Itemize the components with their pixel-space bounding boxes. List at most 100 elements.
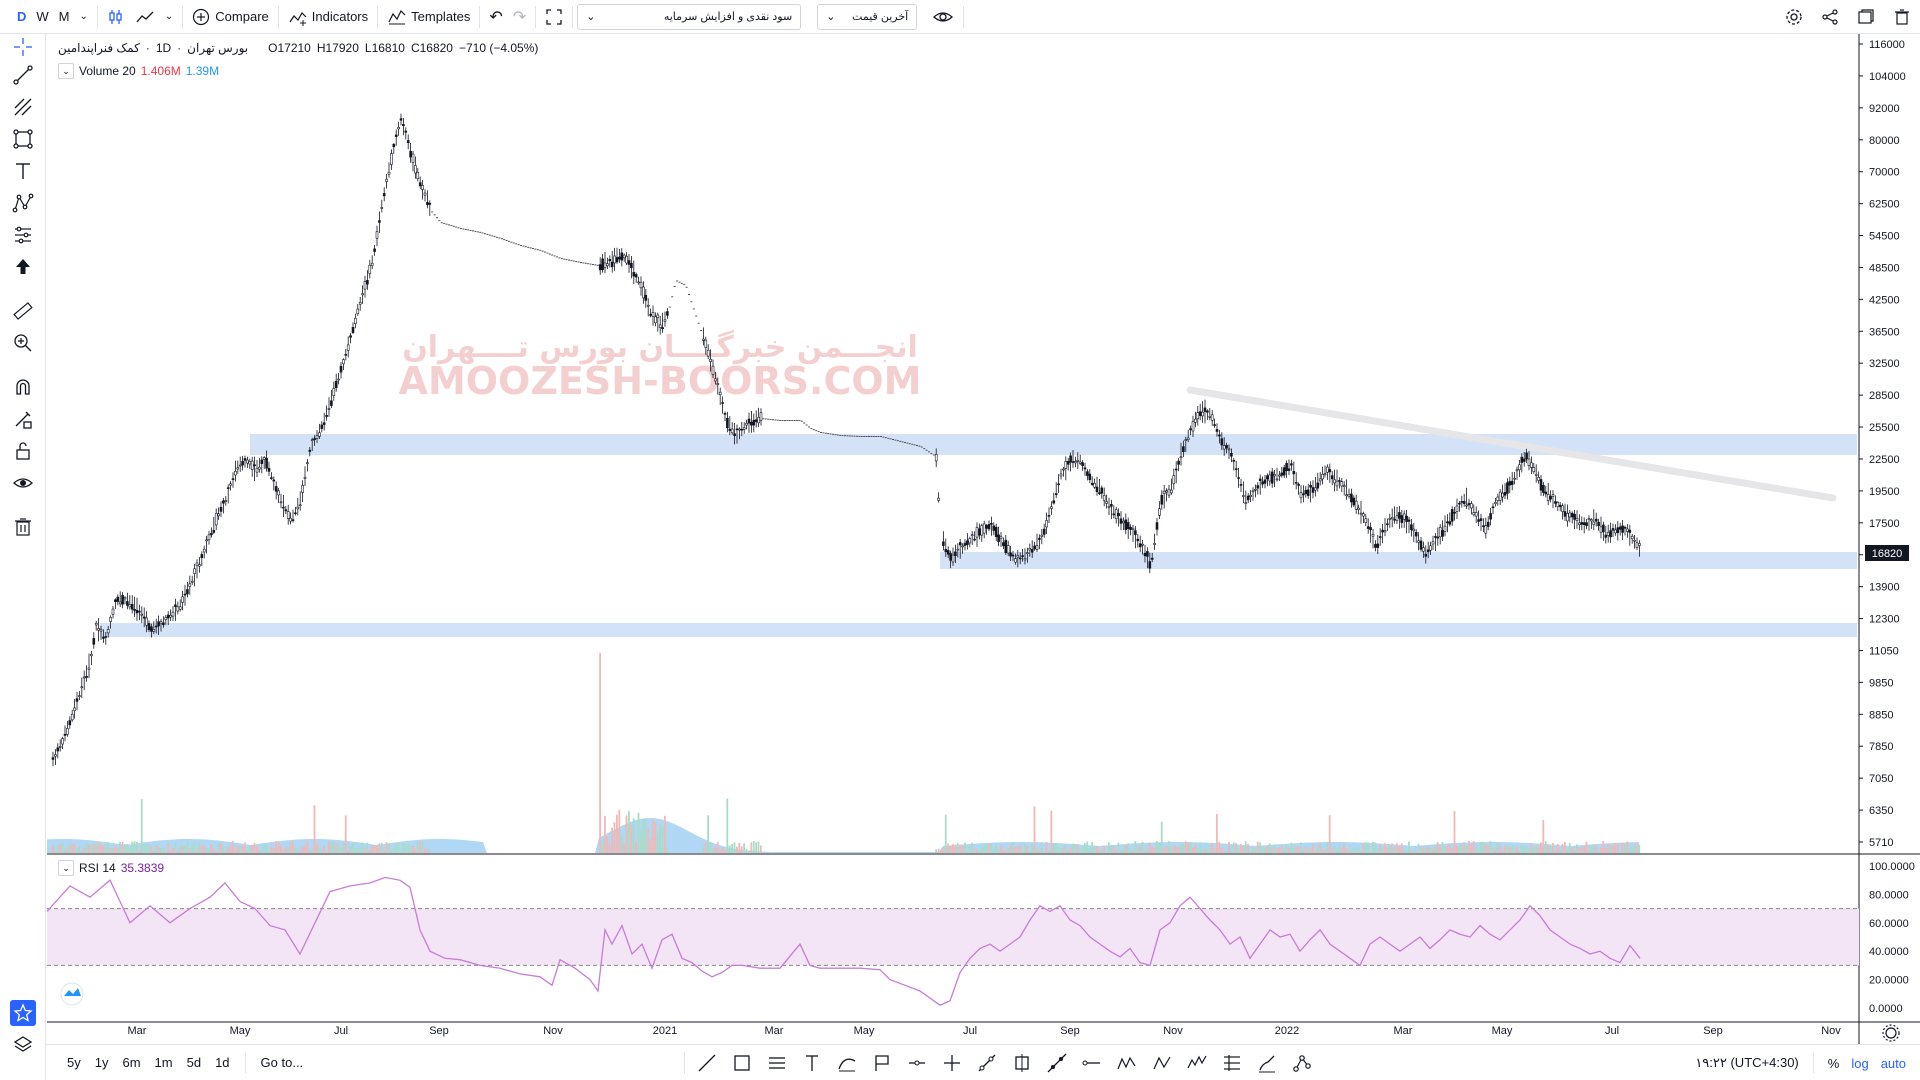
candles-style-icon[interactable] bbox=[102, 3, 130, 31]
redo-icon[interactable]: ↷ bbox=[512, 8, 527, 26]
compare-button[interactable]: Compare bbox=[187, 3, 273, 31]
interval-dropdown-chevron-icon[interactable]: ⌄ bbox=[79, 11, 88, 22]
change-value: −710 (−4.05%) bbox=[458, 41, 539, 55]
drawbar-separator bbox=[684, 1052, 685, 1074]
indicators-button[interactable]: Indicators bbox=[283, 3, 373, 31]
volume-value: 1.406M bbox=[140, 64, 181, 78]
range-1d-button[interactable]: 1d bbox=[215, 1055, 230, 1070]
timezone-label[interactable]: ۱۹:۲۲ (UTC+4:30) bbox=[1695, 1055, 1799, 1070]
settings-gear-icon[interactable] bbox=[1776, 3, 1812, 31]
xabcd-pattern-icon[interactable] bbox=[1109, 1048, 1144, 1078]
dividends-select[interactable]: ⌄ سود نقدی و افزایش سرمایه bbox=[577, 3, 802, 30]
descending-trendline[interactable] bbox=[1186, 386, 1837, 502]
horizontal-segment-icon[interactable] bbox=[1074, 1048, 1109, 1078]
box-tool-icon[interactable] bbox=[1004, 1048, 1039, 1078]
rectangle-icon[interactable] bbox=[10, 126, 36, 152]
goto-button[interactable]: Go to... bbox=[260, 1055, 304, 1070]
symbol-name[interactable]: کمک فنراپندامین bbox=[58, 41, 140, 55]
percent-toggle[interactable]: % bbox=[1827, 1055, 1840, 1071]
volume-ma-value: 1.39M bbox=[185, 64, 220, 78]
object-tree-layers-icon[interactable] bbox=[10, 1032, 36, 1058]
price-axis-label: 19500 bbox=[1869, 486, 1900, 498]
templates-button[interactable]: Templates bbox=[382, 3, 475, 31]
horizontal-ray-icon[interactable] bbox=[899, 1048, 934, 1078]
open-value: O17210 bbox=[268, 41, 311, 55]
hide-drawings-eye-icon[interactable] bbox=[10, 470, 36, 496]
last-price-label: 16820 bbox=[1872, 548, 1903, 560]
trend-line-icon[interactable] bbox=[10, 62, 36, 88]
low-value: L16810 bbox=[364, 41, 405, 55]
rsi-axis-label: 40.0000 bbox=[1869, 946, 1909, 958]
brush-tool-icon[interactable] bbox=[1249, 1048, 1284, 1078]
pattern-icon[interactable] bbox=[10, 190, 36, 216]
time-axis-label: Mar bbox=[765, 1025, 784, 1037]
text-icon[interactable] bbox=[10, 158, 36, 184]
compare-label: Compare bbox=[215, 9, 269, 24]
range-1m-button[interactable]: 1m bbox=[154, 1055, 173, 1070]
interval-d-button[interactable]: D bbox=[17, 9, 27, 24]
curve-tool-icon[interactable] bbox=[829, 1048, 864, 1078]
eye-icon[interactable] bbox=[927, 3, 959, 31]
range-5y-button[interactable]: 5y bbox=[67, 1055, 81, 1070]
chart-style-chevron-icon[interactable]: ⌄ bbox=[164, 11, 174, 22]
support-resistance-zone[interactable] bbox=[100, 623, 1857, 637]
time-axis-label: May bbox=[230, 1025, 251, 1037]
high-value: H17920 bbox=[316, 41, 359, 55]
elliott-wave-icon[interactable] bbox=[1179, 1048, 1214, 1078]
interval-m-button[interactable]: M bbox=[58, 9, 70, 24]
undo-icon[interactable]: ↶ bbox=[489, 8, 503, 26]
range-1y-button[interactable]: 1y bbox=[94, 1055, 109, 1070]
time-axis-label: Sep bbox=[429, 1025, 449, 1037]
price-axis-label: 42500 bbox=[1869, 294, 1900, 306]
fib-tool-icon[interactable] bbox=[1214, 1048, 1249, 1078]
auto-toggle[interactable]: auto bbox=[1880, 1055, 1906, 1071]
range-5d-button[interactable]: 5d bbox=[186, 1055, 202, 1070]
text-tool-icon[interactable] bbox=[794, 1048, 829, 1078]
support-resistance-zone[interactable] bbox=[250, 434, 1857, 455]
chart-settings-gear-icon[interactable] bbox=[1885, 1027, 1897, 1039]
support-resistance-zone[interactable] bbox=[940, 552, 1857, 569]
remove-drawings-trash-icon[interactable] bbox=[10, 514, 36, 540]
crosshair-icon[interactable] bbox=[10, 34, 36, 60]
favorites-star-icon[interactable] bbox=[10, 1000, 36, 1026]
ruler-icon[interactable] bbox=[10, 298, 36, 324]
cross-line-icon[interactable] bbox=[934, 1048, 969, 1078]
rsi-label: RSI 14 bbox=[79, 861, 116, 875]
zoom-in-icon[interactable] bbox=[10, 330, 36, 356]
snapshot-icon[interactable] bbox=[1848, 3, 1884, 31]
range-6m-button[interactable]: 6m bbox=[122, 1055, 141, 1070]
extended-line-icon[interactable] bbox=[1039, 1048, 1074, 1078]
ray-tool-icon[interactable] bbox=[969, 1048, 1004, 1078]
close-value: C16820 bbox=[410, 41, 453, 55]
prediction-icon[interactable] bbox=[10, 222, 36, 248]
line-tool-icon[interactable] bbox=[689, 1048, 724, 1078]
collapse-chevron-icon[interactable]: ⌄ bbox=[58, 63, 74, 79]
stay-drawing-icon[interactable] bbox=[10, 406, 36, 432]
price-source-select[interactable]: ⌄ آخرین قیمت bbox=[817, 3, 918, 30]
hlines-tool-icon[interactable] bbox=[759, 1048, 794, 1078]
magnet-icon[interactable] bbox=[10, 374, 36, 400]
share-icon[interactable] bbox=[1812, 3, 1848, 31]
price-axis-label: 5710 bbox=[1869, 837, 1893, 849]
log-toggle[interactable]: log bbox=[1851, 1055, 1869, 1071]
collapse-chevron-icon[interactable]: ⌄ bbox=[58, 860, 74, 876]
abc-pattern-icon[interactable] bbox=[1144, 1048, 1179, 1078]
indicators-icon bbox=[289, 11, 307, 26]
interval-w-button[interactable]: W bbox=[36, 9, 49, 24]
line-chart-icon[interactable] bbox=[130, 3, 160, 31]
price-candles[interactable] bbox=[51, 113, 1641, 767]
flag-tool-icon[interactable] bbox=[864, 1048, 899, 1078]
fullscreen-icon[interactable] bbox=[540, 3, 568, 31]
arrow-up-icon[interactable] bbox=[10, 254, 36, 280]
lock-icon[interactable] bbox=[10, 438, 36, 464]
indicators-label: Indicators bbox=[311, 9, 369, 24]
time-axis-label: Nov bbox=[543, 1025, 563, 1037]
time-axis-label: Nov bbox=[1821, 1025, 1841, 1037]
pitchfork-icon[interactable] bbox=[10, 94, 36, 120]
trash-icon[interactable] bbox=[1884, 3, 1920, 31]
bottom-right-controls: ۱۹:۲۲ (UTC+4:30) % log auto bbox=[1689, 1045, 1920, 1080]
nodes-tool-icon[interactable] bbox=[1284, 1048, 1319, 1078]
watermark-text-fa: انجـــمن خبرگــــان بورس تــــهران bbox=[402, 329, 918, 365]
rect-tool-icon[interactable] bbox=[724, 1048, 759, 1078]
